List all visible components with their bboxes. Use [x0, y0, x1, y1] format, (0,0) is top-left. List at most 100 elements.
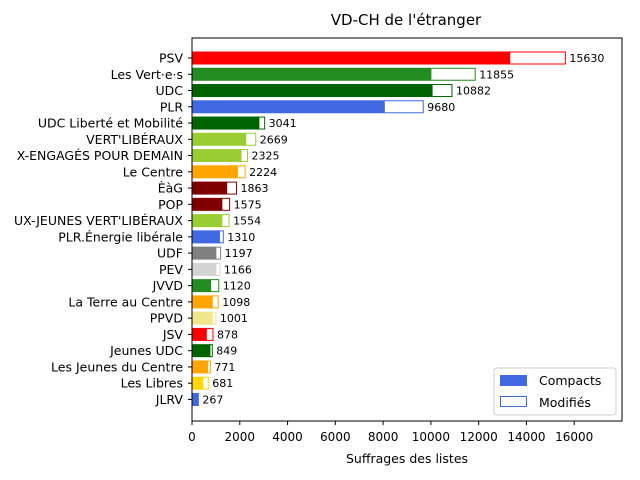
- bar-modified: [221, 214, 230, 228]
- bar-compact: [192, 327, 207, 341]
- value-label: 878: [217, 328, 238, 341]
- value-label: 2224: [249, 166, 277, 179]
- bar-compact: [192, 197, 222, 211]
- bars-group: [192, 51, 566, 406]
- y-tick-label: PSV: [159, 51, 183, 66]
- bar-compact: [192, 376, 203, 390]
- value-label: 9680: [427, 101, 455, 114]
- bar-modified: [207, 360, 211, 374]
- bar-compact: [192, 149, 241, 163]
- bar-compact: [192, 246, 216, 260]
- y-tick-label: JSV: [162, 327, 184, 342]
- y-tick-label: PPVD: [150, 311, 183, 326]
- bar-compact: [192, 67, 431, 81]
- y-tick-label: La Terre au Centre: [68, 294, 183, 309]
- x-axis: 0 2000 4000 6000 8000 10000 12000 14000 16000: [188, 421, 593, 444]
- y-tick-label: Les Libres: [121, 376, 183, 391]
- bar-compact: [192, 100, 385, 114]
- bar-modified: [211, 295, 219, 309]
- bar-compact: [192, 279, 211, 293]
- bar-modified: [226, 181, 238, 195]
- bar-modified: [509, 51, 566, 65]
- y-tick-label: Jeunes UDC: [109, 343, 183, 358]
- bar-modified: [430, 67, 476, 81]
- y-tick-label: PLR.Énergie libérale: [58, 229, 183, 244]
- value-label: 2325: [252, 150, 280, 163]
- bar-modified: [221, 197, 231, 211]
- value-label: 3041: [269, 117, 297, 130]
- y-tick-label: UDC: [155, 83, 183, 98]
- bar-compact: [192, 311, 213, 325]
- bar-compact: [192, 392, 198, 406]
- y-tick-label: JVVD: [152, 278, 183, 293]
- legend-label-compacts: Compacts: [539, 373, 601, 388]
- bar-modified: [383, 100, 424, 114]
- bar-compact: [192, 84, 433, 98]
- bar-modified: [218, 230, 224, 244]
- x-tick-label: 12000: [460, 430, 498, 444]
- bar-compact: [192, 344, 210, 358]
- value-label: 1575: [234, 198, 262, 211]
- legend-swatch-modifies: [500, 396, 527, 407]
- value-label: 11855: [479, 68, 514, 81]
- bar-modified: [215, 262, 221, 276]
- x-tick-label: 10000: [412, 430, 450, 444]
- bar-compact: [192, 51, 510, 65]
- bar-modified: [209, 344, 213, 358]
- y-tick-label: UDF: [157, 246, 183, 261]
- value-label: 10882: [456, 85, 491, 98]
- value-label: 2669: [260, 133, 288, 146]
- x-tick-label: 6000: [320, 430, 351, 444]
- bar-modified: [210, 279, 220, 293]
- value-label: 15630: [569, 52, 604, 65]
- value-label: 1120: [223, 280, 251, 293]
- y-tick-label: UX-JEUNES VERT'LIBÉRAUX: [14, 213, 183, 228]
- y-tick-label: JLRV: [155, 392, 184, 407]
- bar-compact: [192, 132, 246, 146]
- y-tick-label: PEV: [159, 262, 183, 277]
- chart-title: VD-CH de l'étranger: [331, 11, 482, 29]
- y-tick-label: X-ENGAGÉS POUR DEMAIN: [17, 148, 183, 163]
- bar-modified: [202, 376, 209, 390]
- value-label: 1863: [241, 182, 269, 195]
- y-tick-label: Le Centre: [123, 164, 184, 179]
- bar-modified: [245, 132, 257, 146]
- y-tick-label: Les Jeunes du Centre: [51, 359, 183, 374]
- legend: Compacts Modifiés: [493, 367, 617, 416]
- bar-modified: [431, 84, 453, 98]
- bar-compact: [192, 295, 213, 309]
- bar-modified: [240, 149, 249, 163]
- legend-label-modifies: Modifiés: [539, 395, 591, 410]
- bar-modified: [236, 165, 246, 179]
- x-tick-label: 8000: [368, 430, 399, 444]
- x-tick-label: 14000: [507, 430, 545, 444]
- bar-compact: [192, 165, 238, 179]
- y-tick-label: ÈàG: [158, 181, 183, 196]
- bar-modified: [215, 246, 222, 260]
- value-label: 1197: [225, 247, 253, 260]
- value-label: 1001: [220, 312, 248, 325]
- value-label: 681: [212, 377, 233, 390]
- bar-modified: [205, 327, 214, 341]
- x-axis-label: Suffrages des listes: [346, 451, 468, 466]
- x-tick-label: 0: [188, 430, 196, 444]
- y-tick-label: VERT'LIBÉRAUX: [86, 132, 183, 147]
- x-tick-label: 16000: [555, 430, 593, 444]
- legend-swatch-compacts: [500, 375, 527, 386]
- bar-compact: [192, 262, 216, 276]
- value-label: 1166: [224, 263, 252, 276]
- value-label: 1554: [233, 215, 261, 228]
- value-label: 771: [214, 361, 235, 374]
- y-tick-label: PLR: [160, 99, 184, 114]
- x-tick-label: 2000: [225, 430, 256, 444]
- bar-compact: [192, 214, 222, 228]
- plot-frame: [191, 37, 623, 422]
- bar-compact: [192, 181, 227, 195]
- value-label: 1098: [222, 296, 250, 309]
- bar-modified: [258, 116, 266, 130]
- y-tick-label: Les Vert·e·s: [111, 67, 183, 82]
- x-tick-label: 4000: [272, 430, 303, 444]
